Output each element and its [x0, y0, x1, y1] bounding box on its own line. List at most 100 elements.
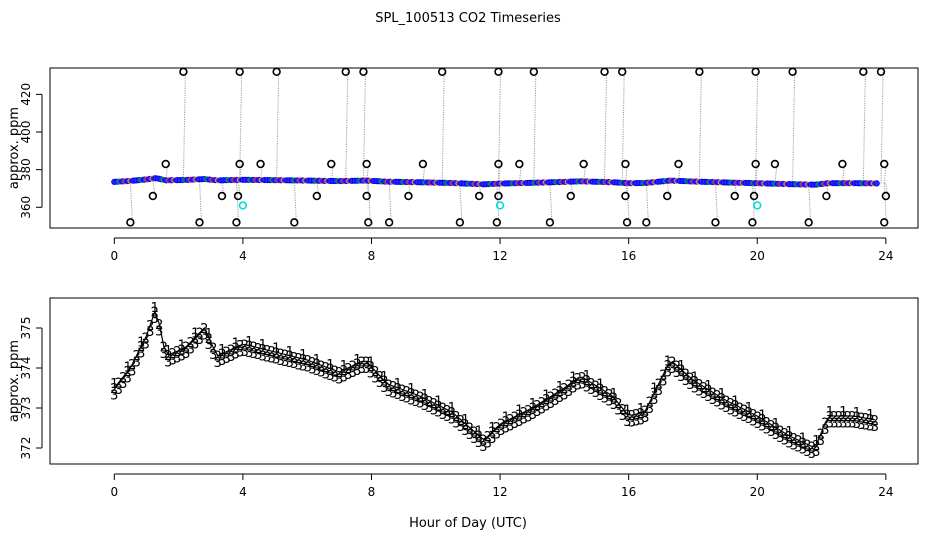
series-2-marker: 2	[340, 364, 348, 379]
series-2-marker: 2	[277, 347, 285, 362]
spike-connector	[626, 183, 630, 223]
spike-point	[418, 159, 428, 169]
series-2-marker: 2	[470, 426, 478, 441]
spike-connector	[497, 183, 501, 197]
series-2-marker: 2	[137, 340, 145, 355]
series-2-marker: 2	[776, 424, 784, 439]
series-2-marker: 2	[556, 385, 564, 400]
series-3-marker: 3	[250, 347, 258, 362]
top-y-axis-label: approx. ppm	[7, 107, 22, 189]
top-x-axis: 0 4 8 12 16 20 24	[110, 237, 893, 263]
series-2-marker: 2	[443, 404, 451, 419]
series-2-marker: 2	[430, 397, 438, 412]
bottom-data-marks: 3333333333333333333333333333333333333333…	[110, 301, 879, 462]
series-3-marker: 3	[790, 439, 798, 454]
top-panel: 0 4 8 12 16 20 24 360 380 400 420 approx. ppm	[7, 67, 919, 263]
spike-point	[579, 159, 588, 169]
series-1-marker: 1	[394, 377, 402, 392]
series-3-marker: 3	[682, 374, 690, 389]
spike-connector	[645, 182, 649, 223]
spike-point	[217, 191, 227, 201]
series-2-marker: 2	[479, 433, 487, 448]
series-3-marker: 3	[353, 364, 361, 379]
spike-point	[327, 159, 336, 169]
top-x-tick-label: 24	[878, 249, 893, 263]
series-3-marker: 3	[664, 366, 672, 381]
series-3-marker: 3	[281, 355, 289, 370]
series-3-marker: 3	[605, 394, 613, 409]
series-2-marker: 2	[569, 375, 577, 390]
series-3-marker: 3	[808, 447, 816, 462]
series-2-marker: 2	[655, 377, 663, 392]
series-2-marker: 2	[128, 358, 136, 373]
series-2-marker: 2	[362, 355, 370, 370]
spike-connector	[792, 71, 796, 185]
series-2-marker: 2	[601, 385, 609, 400]
series-3-marker: 3	[475, 436, 483, 451]
series-2-marker: 2	[763, 416, 771, 431]
series-2-marker: 2	[371, 365, 379, 380]
series-1-marker: 1	[421, 388, 429, 403]
series-2-marker: 2	[200, 322, 208, 337]
series-2-marker: 2	[227, 343, 235, 358]
series-2-marker: 2	[781, 427, 789, 442]
series-3-marker: 3	[596, 389, 604, 404]
series-2-marker: 2	[785, 430, 793, 445]
series-2-marker: 2	[466, 422, 474, 437]
series-2-marker: 2	[434, 399, 442, 414]
series-3-marker: 3	[164, 355, 172, 370]
series-3-marker: 3	[124, 372, 132, 387]
series-3-marker: 3	[326, 369, 334, 384]
series-2-marker: 2	[641, 405, 649, 420]
series-3-marker: 3	[700, 387, 708, 402]
series-3-marker: 3	[115, 383, 123, 398]
series-2-marker: 2	[803, 438, 811, 453]
series-3-marker: 3	[619, 409, 627, 424]
series-3-marker: 3	[340, 370, 348, 385]
series-3-marker: 3	[299, 359, 307, 374]
series-2-marker: 2	[767, 419, 775, 434]
series-2-marker: 2	[241, 338, 249, 353]
series-3-marker: 3	[488, 432, 496, 447]
series-3-marker: 3	[655, 384, 663, 399]
cyan-point	[238, 201, 248, 210]
series-3-marker: 3	[223, 352, 231, 367]
series-2-marker: 2	[515, 408, 523, 423]
series-1-marker: 1	[623, 404, 631, 419]
series-2-marker: 2	[304, 354, 312, 369]
spike-point	[545, 218, 555, 227]
series-2-marker: 2	[160, 340, 168, 355]
spike-connector	[714, 182, 718, 223]
series-1-marker: 1	[610, 387, 618, 402]
series-2-marker: 2	[448, 406, 456, 421]
series-3-marker: 3	[727, 403, 735, 418]
series-1-marker: 1	[488, 421, 496, 436]
series-2-marker: 2	[727, 397, 735, 412]
series-3-marker: 3	[551, 394, 559, 409]
cyan-point	[495, 201, 505, 210]
series-3-marker: 3	[160, 347, 168, 362]
series-3-marker: 3	[758, 420, 766, 435]
bottom-y-tick-label: 372	[19, 437, 33, 460]
series-2-marker: 2	[254, 342, 262, 357]
series-3-marker: 3	[826, 416, 834, 431]
spike-point	[195, 218, 204, 227]
spike-connector	[862, 71, 866, 184]
series-2-marker: 2	[349, 360, 357, 375]
bottom-y-tick-label: 375	[19, 317, 33, 340]
series-1-marker: 1	[434, 394, 442, 409]
series-3-marker: 3	[538, 402, 546, 417]
series-3-marker: 3	[799, 443, 807, 458]
series-3-marker: 3	[709, 393, 717, 408]
series-3-marker: 3	[344, 368, 352, 383]
spike-connector	[239, 71, 243, 180]
series-3-marker: 3	[493, 428, 501, 443]
series-3-marker: 3	[268, 352, 276, 367]
spike-point	[148, 191, 158, 201]
series-2-marker: 2	[853, 411, 861, 426]
series-2-marker: 2	[673, 360, 681, 375]
series-2-marker: 2	[511, 411, 519, 426]
series-3-marker: 3	[313, 364, 321, 379]
chart-title: SPL_100513 CO2 Timeseries	[375, 11, 561, 26]
series-2-marker: 2	[650, 387, 658, 402]
